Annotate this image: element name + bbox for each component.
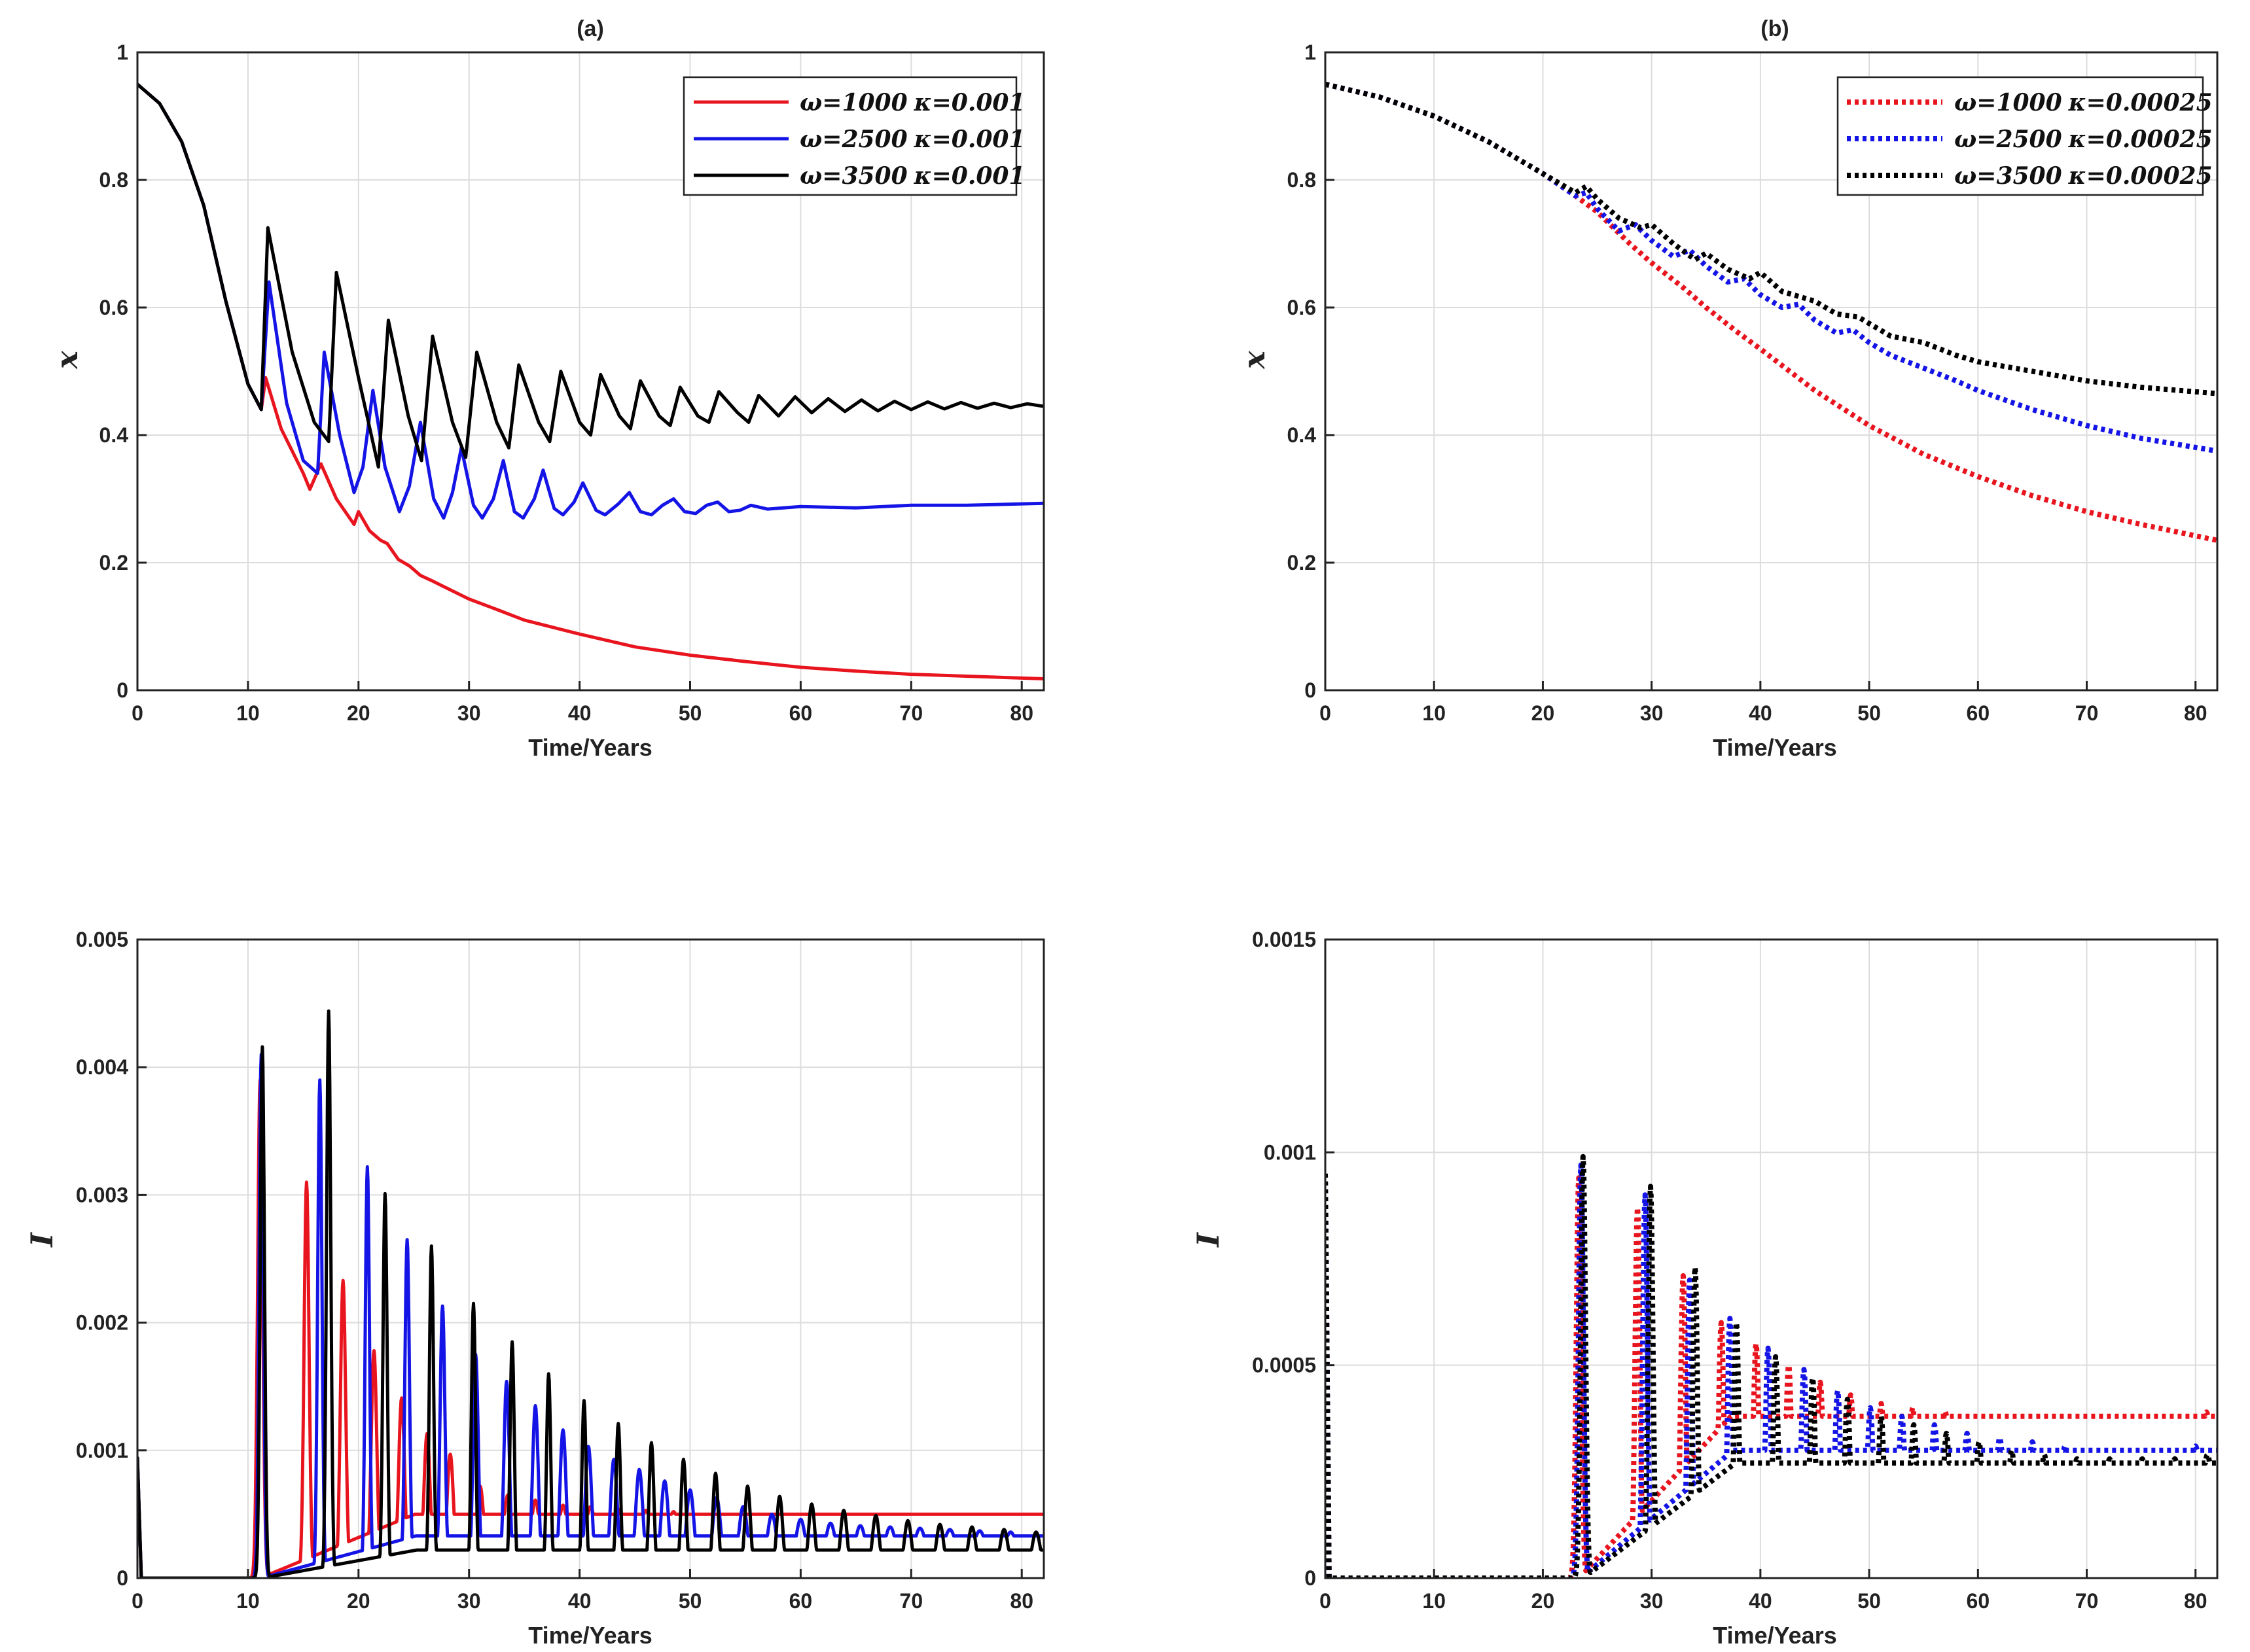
y-tick-label: 0.001	[1264, 1140, 1316, 1164]
y-tick-label: 0.2	[1287, 551, 1316, 574]
y-tick-label: 0.4	[99, 423, 129, 447]
legend: ω=1000 κ=0.001 ω=2500 κ=0.001 ω=3500 κ=0…	[683, 76, 1026, 196]
y-tick-label: 0	[116, 1566, 128, 1590]
x-tick-label: 40	[1749, 1589, 1772, 1613]
y-tick-label: 0.6	[1287, 296, 1316, 319]
series-line-3	[137, 1009, 1044, 1578]
x-tick-label: 0	[132, 1589, 143, 1613]
legend-box	[1836, 76, 2204, 196]
plot-frame	[1324, 51, 2219, 692]
series-line-2	[137, 82, 1044, 520]
y-tick-label: 0.6	[99, 296, 128, 319]
x-axis-label: Time/Years	[528, 734, 652, 761]
y-tick-label: 0.002	[76, 1311, 128, 1335]
y-tick-label: 0	[116, 678, 128, 702]
x-tick-label: 0	[132, 701, 143, 725]
x-tick-label: 0	[1319, 1589, 1331, 1613]
plot-frame	[1324, 938, 2219, 1579]
y-tick-label: 0.2	[99, 551, 128, 574]
x-tick-label: 60	[1967, 1589, 1990, 1613]
y-tick-label: 0.8	[1287, 168, 1316, 192]
panel-title-b: (b)	[1760, 16, 1789, 41]
plot-frame	[136, 938, 1045, 1579]
x-tick-label: 40	[1749, 701, 1772, 725]
y-tick-label: 0.005	[76, 928, 128, 951]
x-tick-label: 60	[789, 1589, 813, 1613]
x-axis-label: Time/Years	[1713, 734, 1836, 761]
y-axis-label: I	[1190, 1232, 1226, 1248]
legend-label-3: ω=3500 κ=0.001	[800, 162, 1026, 190]
x-tick-label: 70	[2075, 701, 2099, 725]
x-tick-label: 20	[1531, 1589, 1555, 1613]
legend-label-1: ω=1000 κ=0.00025	[1954, 89, 2213, 116]
x-tick-label: 40	[568, 701, 592, 725]
x-tick-label: 50	[1857, 1589, 1881, 1613]
y-axis-label: x	[1236, 351, 1272, 370]
panel-a-top: (a) 0 10 20 30 40 50 60 70 80 0 0.2 0.4 0.6 0.8 1 Time…	[49, 16, 1045, 761]
x-tick-label: 70	[900, 1589, 923, 1613]
legend-box	[683, 76, 1018, 196]
x-tick-label: 30	[1640, 1589, 1664, 1613]
x-tick-label: 80	[2184, 701, 2207, 725]
y-axis-label: x	[49, 351, 84, 370]
y-tick-label: 0.0015	[1252, 928, 1316, 951]
x-tick-label: 30	[457, 1589, 481, 1613]
legend-label-2: ω=2500 κ=0.001	[800, 126, 1026, 153]
x-axis-label: Time/Years	[528, 1622, 652, 1649]
panel-b-top: (b) 0 10 20 30 40 50 60 70 80 0 0.2 0.4 0.6 0.8 1 Time…	[1236, 16, 2219, 761]
x-tick-label: 40	[568, 1589, 592, 1613]
x-axis-label: Time/Years	[1713, 1622, 1836, 1649]
y-tick-label: 0.0005	[1252, 1354, 1316, 1377]
x-tick-label: 30	[457, 701, 481, 725]
x-tick-label: 80	[1010, 701, 1033, 725]
x-tick-label: 80	[1010, 1589, 1033, 1613]
y-tick-label: 0.8	[99, 168, 128, 192]
panel-b-bottom: 0 10 20 30 40 50 60 70 80 0 0.0005 0.001 0.0015 Time…	[1190, 928, 2219, 1649]
x-tick-label: 50	[679, 1589, 702, 1613]
y-tick-label: 1	[116, 41, 128, 64]
legend-label-3: ω=3500 κ=0.00025	[1954, 162, 2213, 190]
x-tick-label: 60	[1967, 701, 1990, 725]
panel-a-bottom: 0 10 20 30 40 50 60 70 80 0 0.001 0.002 0.003 0.004 0.…	[24, 928, 1045, 1649]
y-tick-label: 0.003	[76, 1183, 128, 1206]
x-tick-label: 20	[347, 701, 370, 725]
x-tick-label: 60	[789, 701, 813, 725]
series-line-3	[137, 82, 1044, 469]
x-tick-label: 10	[1422, 1589, 1446, 1613]
series-line-1	[1325, 81, 2217, 543]
x-tick-label: 10	[1422, 701, 1446, 725]
y-tick-label: 0	[1304, 1566, 1316, 1590]
y-tick-label: 1	[1304, 41, 1316, 64]
series-line-2	[1325, 1162, 2217, 1578]
series-line-2	[137, 1053, 1044, 1578]
legend-label-1: ω=1000 κ=0.001	[800, 89, 1026, 116]
x-tick-label: 10	[236, 1589, 260, 1613]
x-tick-label: 30	[1640, 701, 1664, 725]
x-tick-label: 70	[2075, 1589, 2099, 1613]
y-axis-label: I	[24, 1232, 60, 1248]
panel-title-a: (a)	[577, 16, 604, 41]
x-tick-label: 20	[347, 1589, 370, 1613]
x-tick-label: 80	[2184, 1589, 2207, 1613]
x-tick-label: 70	[900, 701, 923, 725]
x-tick-label: 50	[679, 701, 702, 725]
plot-frame	[136, 51, 1045, 692]
x-tick-label: 50	[1857, 701, 1881, 725]
x-tick-label: 20	[1531, 701, 1555, 725]
y-tick-label: 0.001	[76, 1439, 128, 1462]
y-tick-label: 0.4	[1287, 423, 1317, 447]
y-tick-label: 0.004	[76, 1055, 128, 1079]
legend-label-2: ω=2500 κ=0.00025	[1954, 126, 2213, 153]
y-tick-label: 0	[1304, 678, 1316, 702]
series-line-1	[1325, 1173, 2217, 1578]
x-tick-label: 10	[236, 701, 260, 725]
series-line-3	[1325, 81, 2217, 396]
x-tick-label: 0	[1319, 701, 1331, 725]
legend: ω=1000 κ=0.00025 ω=2500 κ=0.00025 ω=3500…	[1836, 76, 2213, 196]
